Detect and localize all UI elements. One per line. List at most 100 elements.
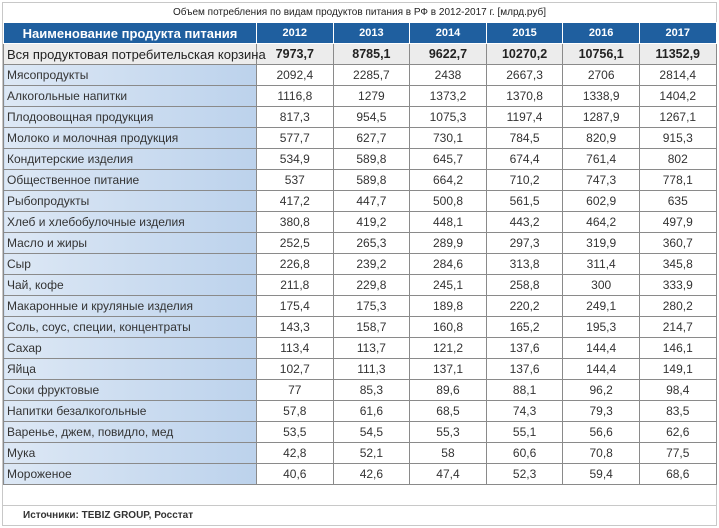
value-cell: 96,2: [562, 379, 640, 401]
value-cell: 252,5: [256, 232, 334, 254]
value-cell: 77,5: [638, 442, 717, 464]
value-cell: 10756,1: [562, 43, 640, 65]
value-cell: 419,2: [332, 211, 411, 233]
table-row: Соль, соус, специи, концентраты 143,3 158,…: [3, 316, 717, 338]
value-cell: 589,8: [332, 148, 411, 170]
value-cell: 2438: [409, 64, 487, 86]
table-row: Кондитерские изделия 534,9 589,8 645,7 674,4…: [3, 148, 717, 170]
value-cell: 85,3: [332, 379, 411, 401]
value-cell: 113,4: [256, 337, 334, 359]
value-cell: 144,4: [562, 337, 640, 359]
value-cell: 710,2: [485, 169, 564, 191]
table-row: Масло и жиры 252,5 265,3 289,9 297,3 319,9 360…: [3, 232, 717, 254]
table-row: Мука 42,8 52,1 58 60,6 70,8 77,5: [3, 442, 717, 464]
table-row: Общественное питание 537 589,8 664,2 710,2 74…: [3, 169, 717, 191]
value-cell: 915,3: [638, 127, 717, 149]
header-year: 2017: [638, 22, 717, 44]
table-row: Плодоовощная продукция 817,3 954,5 1075,3 11…: [3, 106, 717, 128]
value-cell: 144,4: [562, 358, 640, 380]
value-cell: 778,1: [638, 169, 717, 191]
value-cell: 761,4: [562, 148, 640, 170]
value-cell: 802: [638, 148, 717, 170]
value-cell: 8785,1: [332, 43, 411, 65]
value-cell: 52,1: [332, 442, 411, 464]
table-row: Сыр 226,8 239,2 284,6 313,8 311,4 345,8: [3, 253, 717, 275]
value-cell: 311,4: [562, 253, 640, 275]
value-cell: 284,6: [409, 253, 487, 275]
value-cell: 58: [409, 442, 487, 464]
value-cell: 820,9: [562, 127, 640, 149]
value-cell: 146,1: [638, 337, 717, 359]
value-cell: 83,5: [638, 400, 717, 422]
value-cell: 730,1: [409, 127, 487, 149]
value-cell: 817,3: [256, 106, 334, 128]
value-cell: 113,7: [332, 337, 411, 359]
value-cell: 380,8: [256, 211, 334, 233]
value-cell: 121,2: [409, 337, 487, 359]
header-row: Наименование продукта питания 2012 2013 20…: [3, 22, 717, 44]
consumption-table: Наименование продукта питания 2012 2013 20…: [3, 22, 717, 485]
table-row: Чай, кофе 211,8 229,8 245,1 258,8 300 333,9: [3, 274, 717, 296]
value-cell: 88,1: [485, 379, 564, 401]
table-row: Напитки безалкогольные 57,8 61,6 68,5 74,3 79…: [3, 400, 717, 422]
value-cell: 47,4: [409, 463, 487, 485]
table-row: Мороженое 40,6 42,6 47,4 52,3 59,4 68,6: [3, 463, 717, 485]
value-cell: 52,3: [485, 463, 564, 485]
spacer: [3, 485, 716, 506]
value-cell: 1370,8: [485, 85, 564, 107]
value-cell: 74,3: [485, 400, 564, 422]
value-cell: 345,8: [638, 253, 717, 275]
value-cell: 1338,9: [562, 85, 640, 107]
value-cell: 137,6: [485, 337, 564, 359]
table-row: Сахар 113,4 113,7 121,2 137,6 144,4 146,1: [3, 337, 717, 359]
value-cell: 175,4: [256, 295, 334, 317]
row-label: Кондитерские изделия: [3, 148, 257, 170]
value-cell: 2092,4: [256, 64, 334, 86]
value-cell: 497,9: [638, 211, 717, 233]
value-cell: 226,8: [256, 253, 334, 275]
value-cell: 313,8: [485, 253, 564, 275]
table-row: Алкогольные напитки 1116,8 1279 1373,2 1370,…: [3, 85, 717, 107]
value-cell: 102,7: [256, 358, 334, 380]
value-cell: 245,1: [409, 274, 487, 296]
value-cell: 1075,3: [409, 106, 487, 128]
value-cell: 1279: [332, 85, 411, 107]
value-cell: 62,6: [638, 421, 717, 443]
value-cell: 448,1: [409, 211, 487, 233]
value-cell: 333,9: [638, 274, 717, 296]
value-cell: 289,9: [409, 232, 487, 254]
value-cell: 784,5: [485, 127, 564, 149]
value-cell: 56,6: [562, 421, 640, 443]
row-label: Плодоовощная продукция: [3, 106, 257, 128]
row-label: Алкогольные напитки: [3, 85, 257, 107]
table-title: Объем потребления по видам продуктов пит…: [173, 7, 546, 18]
value-cell: 79,3: [562, 400, 640, 422]
value-cell: 500,8: [409, 190, 487, 212]
value-cell: 1267,1: [638, 106, 717, 128]
row-label: Масло и жиры: [3, 232, 257, 254]
row-label: Мясопродукты: [3, 64, 257, 86]
row-label: Чай, кофе: [3, 274, 257, 296]
value-cell: 954,5: [332, 106, 411, 128]
row-label: Мороженое: [3, 463, 257, 485]
row-label: Общественное питание: [3, 169, 257, 191]
row-label: Сыр: [3, 253, 257, 275]
value-cell: 137,6: [485, 358, 564, 380]
source-note: Источники: TEBIZ GROUP, Росстат: [23, 510, 194, 521]
value-cell: 645,7: [409, 148, 487, 170]
value-cell: 2285,7: [332, 64, 411, 86]
value-cell: 447,7: [332, 190, 411, 212]
row-label: Молоко и молочная продукция: [3, 127, 257, 149]
value-cell: 10270,2: [485, 43, 564, 65]
value-cell: 59,4: [562, 463, 640, 485]
value-cell: 1404,2: [638, 85, 717, 107]
header-year: 2012: [256, 22, 334, 44]
header-year: 2014: [409, 22, 487, 44]
value-cell: 61,6: [332, 400, 411, 422]
value-cell: 464,2: [562, 211, 640, 233]
table-row: Мясопродукты 2092,4 2285,7 2438 2667,3 2706 28…: [3, 64, 717, 86]
row-label: Макаронные и круляные изделия: [3, 295, 257, 317]
value-cell: 165,2: [485, 316, 564, 338]
value-cell: 68,5: [409, 400, 487, 422]
